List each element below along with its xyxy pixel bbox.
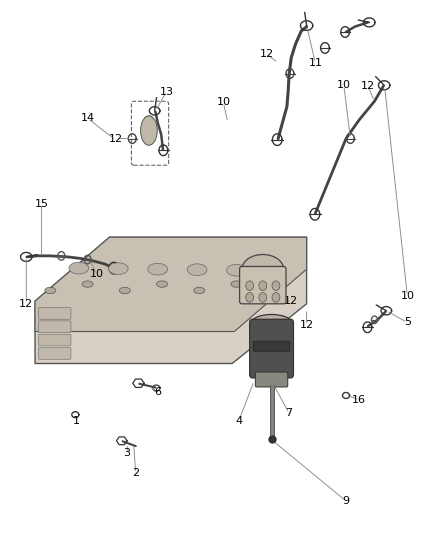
FancyBboxPatch shape: [39, 334, 71, 346]
Text: 12: 12: [361, 82, 375, 91]
Text: 12: 12: [260, 50, 274, 59]
Ellipse shape: [45, 287, 56, 294]
Ellipse shape: [227, 264, 246, 276]
FancyBboxPatch shape: [253, 341, 290, 351]
Text: 10: 10: [216, 98, 230, 107]
Ellipse shape: [141, 116, 157, 145]
FancyBboxPatch shape: [240, 266, 286, 304]
Ellipse shape: [109, 263, 128, 274]
Text: 10: 10: [89, 270, 103, 279]
Ellipse shape: [252, 314, 291, 330]
Text: 2: 2: [132, 469, 139, 478]
Circle shape: [246, 281, 254, 290]
FancyBboxPatch shape: [255, 372, 288, 387]
Polygon shape: [35, 237, 307, 364]
Ellipse shape: [194, 287, 205, 294]
Text: 13: 13: [159, 87, 173, 96]
Ellipse shape: [268, 287, 279, 294]
Text: 5: 5: [404, 318, 411, 327]
Ellipse shape: [69, 262, 88, 274]
Text: 7: 7: [286, 408, 293, 418]
Text: 11: 11: [308, 58, 322, 68]
Text: 12: 12: [19, 299, 33, 309]
Text: 6: 6: [154, 387, 161, 397]
Text: 4: 4: [235, 416, 242, 426]
Text: 15: 15: [35, 199, 49, 208]
Ellipse shape: [148, 263, 167, 275]
Ellipse shape: [231, 281, 242, 287]
Polygon shape: [35, 237, 307, 332]
FancyBboxPatch shape: [39, 308, 71, 319]
Circle shape: [272, 293, 280, 302]
Circle shape: [272, 281, 280, 290]
FancyBboxPatch shape: [39, 348, 71, 359]
Ellipse shape: [157, 281, 167, 287]
FancyBboxPatch shape: [250, 319, 293, 378]
Text: 3: 3: [124, 448, 131, 458]
Text: 1: 1: [73, 416, 80, 426]
Circle shape: [259, 281, 267, 290]
Text: 12: 12: [284, 296, 298, 306]
FancyBboxPatch shape: [39, 321, 71, 333]
Ellipse shape: [266, 265, 286, 277]
Text: 10: 10: [337, 80, 351, 90]
Ellipse shape: [187, 264, 207, 276]
Text: 12: 12: [300, 320, 314, 330]
Text: 10: 10: [400, 291, 414, 301]
Text: 14: 14: [81, 114, 95, 123]
Ellipse shape: [119, 287, 131, 294]
Text: 12: 12: [109, 134, 123, 143]
Ellipse shape: [242, 255, 284, 284]
Circle shape: [259, 293, 267, 302]
Text: 9: 9: [343, 496, 350, 506]
Circle shape: [246, 293, 254, 302]
Ellipse shape: [82, 281, 93, 287]
Text: 16: 16: [352, 395, 366, 405]
